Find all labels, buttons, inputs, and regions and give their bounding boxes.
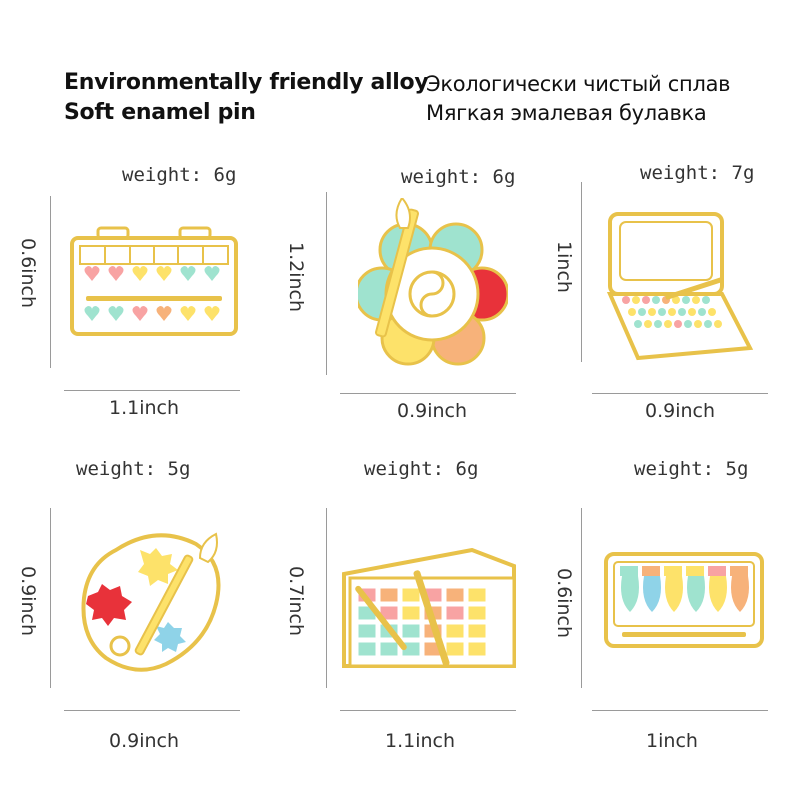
pin-3-weight: weight: 7g xyxy=(640,162,755,184)
pin-5-height-line xyxy=(326,508,327,688)
pin-1-width-line xyxy=(64,390,240,391)
pin-1-height-line xyxy=(50,196,51,368)
flower-palette-with-brush-icon xyxy=(358,198,508,366)
header-english-line2: Soft enamel pin xyxy=(64,100,256,125)
pin-2-weight: weight: 6g xyxy=(401,166,516,188)
pin-2-height-line xyxy=(326,192,327,375)
header-russian-line1: Экологически чистый сплав xyxy=(426,72,731,96)
pin-6-weight: weight: 5g xyxy=(634,458,749,480)
pin-6-height-label: 0.6inch xyxy=(553,567,575,639)
pin-1-height-label: 0.6inch xyxy=(17,237,39,309)
pin-3-height-line xyxy=(581,182,582,362)
pin-4-weight: weight: 5g xyxy=(76,458,191,480)
pin-6-width-label: 1inch xyxy=(646,730,698,752)
pin-5-width-line xyxy=(340,710,516,711)
open-paint-case-icon xyxy=(606,212,754,361)
pin-4-width-label: 0.9inch xyxy=(108,730,180,752)
pin-1-weight: weight: 6g xyxy=(122,164,237,186)
pin-1-width-label: 1.1inch xyxy=(108,397,180,419)
paint-tray-with-brush-icon xyxy=(342,548,516,668)
pin-4-width-line xyxy=(64,710,240,711)
paint-tubes-box-icon xyxy=(604,552,764,648)
watercolor-heart-palette-icon xyxy=(70,226,238,336)
header-russian-line2: Мягкая эмалевая булавка xyxy=(426,101,707,125)
pin-3-height-label: 1inch xyxy=(553,241,575,293)
pin-5-height-label: 0.7inch xyxy=(285,565,307,637)
artist-palette-splash-icon xyxy=(81,532,221,672)
pin-3-width-label: 0.9inch xyxy=(644,400,716,422)
pin-6-height-line xyxy=(581,508,582,688)
pin-3-width-line xyxy=(592,393,768,394)
pin-2-height-label: 1.2inch xyxy=(285,241,307,313)
pin-4-height-label: 0.9inch xyxy=(17,565,39,637)
pin-2-width-label: 0.9inch xyxy=(396,400,468,422)
pin-5-width-label: 1.1inch xyxy=(384,730,456,752)
header-english-line1: Environmentally friendly alloy xyxy=(64,70,429,95)
pin-6-width-line xyxy=(592,710,768,711)
pin-2-width-line xyxy=(340,393,516,394)
pin-5-weight: weight: 6g xyxy=(364,458,479,480)
pin-4-height-line xyxy=(50,508,51,688)
